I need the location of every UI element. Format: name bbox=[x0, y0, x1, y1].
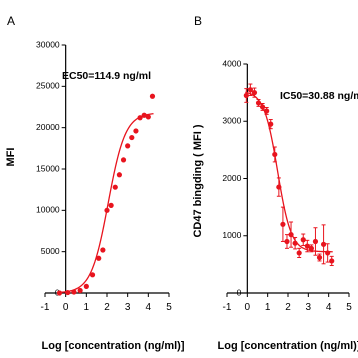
data-point bbox=[129, 134, 135, 141]
x-axis-label: Log [concentration (ng/ml)] bbox=[218, 340, 358, 352]
x-tick-label: 3 bbox=[125, 302, 131, 313]
x-tick-label: 5 bbox=[166, 302, 172, 313]
data-point bbox=[264, 108, 270, 114]
data-point bbox=[133, 128, 139, 134]
y-tick-label: 5000 bbox=[41, 246, 60, 256]
data-point bbox=[288, 232, 294, 238]
x-tick-label: 1 bbox=[265, 302, 271, 313]
data-point bbox=[312, 238, 319, 245]
x-tick-label: -1 bbox=[223, 302, 232, 313]
data-point bbox=[255, 100, 262, 106]
annotation: EC50=114.9 ng/ml bbox=[62, 70, 151, 82]
data-point bbox=[259, 104, 266, 110]
data-point bbox=[320, 241, 327, 247]
data-point bbox=[268, 121, 274, 127]
y-tick-label: 4000 bbox=[222, 58, 241, 68]
data-point bbox=[243, 92, 249, 99]
x-tick-label: 4 bbox=[146, 302, 152, 313]
data-point bbox=[83, 283, 89, 289]
fit-curve bbox=[245, 91, 333, 253]
y-axis-label: MFI bbox=[5, 148, 17, 167]
x-axis-label: Log [concentration (ng/ml)] bbox=[42, 340, 185, 352]
data-point bbox=[96, 255, 102, 261]
data-point bbox=[247, 87, 253, 93]
x-tick-label: 0 bbox=[63, 302, 69, 313]
y-tick-label: 0 bbox=[237, 287, 242, 297]
data-point bbox=[329, 258, 335, 264]
x-tick-label: 3 bbox=[306, 302, 312, 313]
data-point bbox=[104, 207, 110, 213]
panel-letter: B bbox=[194, 14, 202, 28]
data-point bbox=[296, 250, 302, 256]
data-point bbox=[308, 245, 314, 251]
data-point bbox=[304, 243, 310, 249]
panel-a: A050001000015000200002500030000-1012345M… bbox=[5, 14, 185, 352]
data-point bbox=[65, 289, 71, 296]
data-point bbox=[280, 221, 286, 227]
data-point bbox=[145, 114, 151, 120]
y-tick-label: 30000 bbox=[36, 39, 60, 49]
data-point bbox=[71, 289, 77, 295]
y-tick-label: 10000 bbox=[36, 205, 60, 215]
data-point bbox=[284, 238, 290, 245]
panel-b: B 0 1000 2000 3000 4000 -1 0 1 2 3 4 5 CD47 bingding … bbox=[192, 14, 358, 352]
data-point bbox=[108, 202, 114, 208]
data-point bbox=[276, 184, 282, 190]
y-tick-label: 20000 bbox=[36, 122, 60, 132]
data-point bbox=[120, 157, 127, 163]
data-point bbox=[112, 184, 118, 190]
data-point bbox=[300, 237, 306, 243]
data-point bbox=[100, 247, 106, 253]
data-point bbox=[272, 151, 278, 158]
y-tick-label: 3000 bbox=[222, 116, 241, 126]
x-tick-label: 4 bbox=[326, 302, 332, 313]
annotation: IC50=30.88 ng/ml bbox=[280, 90, 358, 102]
y-tick-label: 2000 bbox=[222, 173, 241, 183]
panel-letter: A bbox=[7, 14, 15, 28]
data-point bbox=[137, 115, 143, 121]
x-tick-label: 2 bbox=[285, 302, 291, 313]
data-point bbox=[77, 287, 83, 294]
y-tick-label: 15000 bbox=[36, 163, 60, 173]
x-tick-label: 2 bbox=[104, 302, 110, 313]
fit-curve bbox=[58, 113, 154, 294]
x-tick-label: 5 bbox=[346, 302, 352, 313]
y-tick-label: 25000 bbox=[36, 81, 60, 91]
data-point bbox=[116, 172, 122, 178]
data-point bbox=[89, 272, 96, 278]
y-axis-label: CD47 bingding ( MFI ) bbox=[192, 124, 204, 237]
data-point bbox=[125, 143, 131, 149]
data-point bbox=[149, 93, 156, 99]
x-tick-label: -1 bbox=[41, 302, 50, 313]
data-point bbox=[292, 240, 298, 246]
x-tick-label: 0 bbox=[245, 302, 251, 313]
data-point bbox=[56, 290, 63, 296]
y-tick-label: 1000 bbox=[222, 230, 241, 240]
data-point bbox=[141, 112, 147, 118]
data-point bbox=[316, 254, 323, 261]
x-tick-label: 1 bbox=[84, 302, 90, 313]
data-point bbox=[251, 90, 258, 96]
data-point bbox=[325, 250, 331, 256]
